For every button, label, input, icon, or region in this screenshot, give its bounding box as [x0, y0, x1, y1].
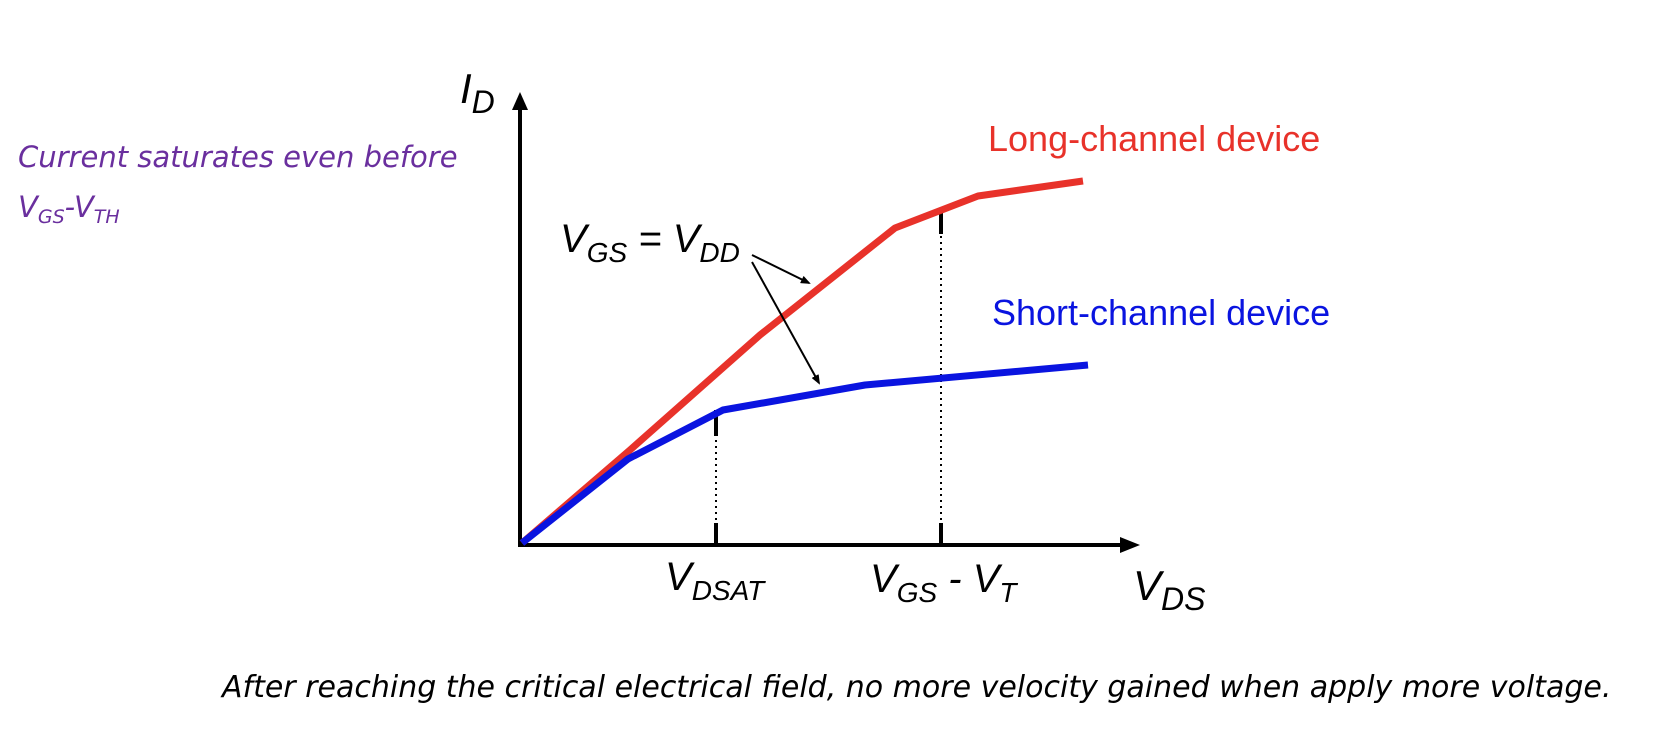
side-note-line1: Current saturates even before [18, 140, 458, 174]
y-axis-arrowhead [512, 92, 528, 110]
vdsat-label: VDSAT [665, 555, 766, 606]
caption: After reaching the critical electrical f… [222, 670, 1612, 705]
vgs-minus-vt-label: VGS - VT [870, 557, 1018, 608]
x-axis-arrowhead [1120, 537, 1140, 553]
annotation-arrow-long [751, 254, 811, 284]
side-note: Current saturates even before VGS-VTH [18, 132, 478, 242]
side-note-line2: VGS-VTH [18, 190, 120, 228]
x-axis-label: VDS [1133, 562, 1205, 617]
vgs-equals-vdd-label: VGS = VDD [560, 217, 740, 268]
long-channel-curve [519, 177, 1084, 546]
annotation-arrow-short [751, 261, 820, 385]
y-axis-label: ID [460, 65, 495, 120]
short-channel-curve [519, 361, 1089, 546]
long-channel-label: Long-channel device [988, 118, 1320, 159]
short-channel-label: Short-channel device [992, 292, 1330, 333]
